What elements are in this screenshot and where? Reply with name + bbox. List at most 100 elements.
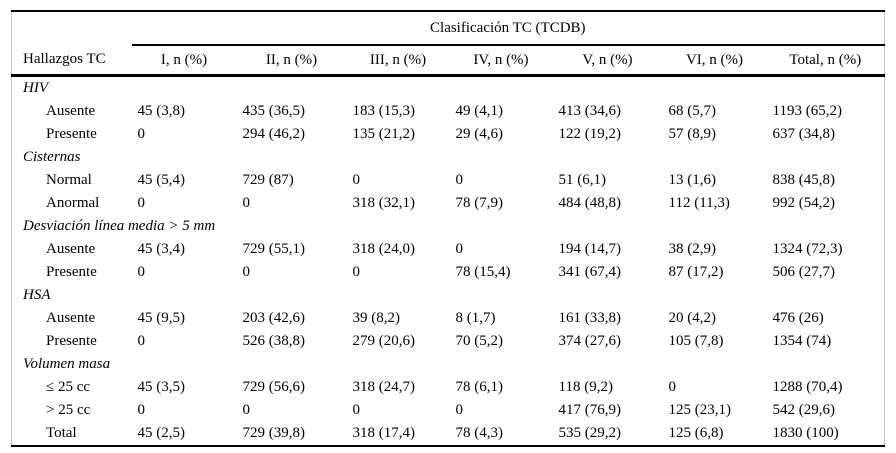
section-label: Cisternas xyxy=(23,149,81,165)
row-label: Ausente xyxy=(46,241,96,257)
table-row: > 25 cc 0 0 0 0 417 (76,9) 125 (23,1) 54… xyxy=(12,399,885,422)
column-header-hallazgos: Hallazgos TC xyxy=(11,45,132,77)
section-label: Volumen masa xyxy=(23,356,111,372)
row-label: Anormal xyxy=(46,195,100,211)
cell: 435 (36,5) xyxy=(242,103,306,119)
cell: 45 (3,4) xyxy=(137,241,186,257)
cell: 105 (7,8) xyxy=(668,333,724,349)
table-row: Anormal 0 0 318 (32,1) 78 (7,9) 484 (48,… xyxy=(12,192,885,215)
section-label: Desviación línea media > 5 mm xyxy=(23,218,216,234)
cell: 417 (76,9) xyxy=(558,402,622,418)
cell: 0 xyxy=(242,402,251,418)
cell: 38 (2,9) xyxy=(668,241,717,257)
cell: 45 (5,4) xyxy=(137,172,186,188)
cell: 992 (54,2) xyxy=(772,195,836,211)
row-label: Presente xyxy=(46,333,97,349)
spanner-corner-cell xyxy=(12,11,132,45)
table-row: Presente 0 0 0 78 (15,4) 341 (67,4) 87 (… xyxy=(12,261,885,284)
cell: 45 (3,8) xyxy=(137,103,186,119)
cell: 0 xyxy=(137,195,146,211)
cell: 122 (19,2) xyxy=(558,126,622,142)
cell: 78 (4,3) xyxy=(455,425,504,441)
section-label: HIV xyxy=(23,80,48,96)
cell: 1288 (70,4) xyxy=(772,379,843,395)
column-header-v: V, n (%) xyxy=(552,45,663,77)
cell: 78 (6,1) xyxy=(455,379,504,395)
cell: 374 (27,6) xyxy=(558,333,622,349)
table-row: Ausente 45 (3,4) 729 (55,1) 318 (24,0) 0… xyxy=(12,238,885,261)
cell: 78 (7,9) xyxy=(455,195,504,211)
table-row: Ausente 45 (3,8) 435 (36,5) 183 (15,3) 4… xyxy=(12,100,885,123)
cell: 294 (46,2) xyxy=(242,126,306,142)
cell: 506 (27,7) xyxy=(772,264,836,280)
section-row-hiv: HIV xyxy=(12,76,885,101)
cell: 118 (9,2) xyxy=(558,379,613,395)
cell: 20 (4,2) xyxy=(668,310,717,326)
cell: 526 (38,8) xyxy=(242,333,306,349)
row-label: Presente xyxy=(46,264,97,280)
row-label: Normal xyxy=(46,172,92,188)
cell: 0 xyxy=(668,379,677,395)
cell: 0 xyxy=(455,172,464,188)
cell: 318 (24,0) xyxy=(352,241,416,257)
cell: 0 xyxy=(137,402,146,418)
cell: 135 (21,2) xyxy=(352,126,416,142)
cell: 112 (11,3) xyxy=(668,195,730,211)
column-header-row: Hallazgos TC I, n (%) II, n (%) III, n (… xyxy=(11,45,885,77)
table-row: Ausente 45 (9,5) 203 (42,6) 39 (8,2) 8 (… xyxy=(12,307,885,330)
section-row-volumen-masa: Volumen masa xyxy=(12,353,885,376)
cell: 0 xyxy=(455,241,464,257)
column-header-vi: VI, n (%) xyxy=(662,45,767,77)
cell: 542 (29,6) xyxy=(772,402,836,418)
cell: 0 xyxy=(242,264,251,280)
cell: 49 (4,1) xyxy=(455,103,504,119)
table-row: Normal 45 (5,4) 729 (87) 0 0 51 (6,1) 13… xyxy=(12,169,885,192)
column-header-i: I, n (%) xyxy=(131,45,237,77)
table-wrapper: Clasificación TC (TCDB) Hallazgos TC I, … xyxy=(11,10,886,447)
cell: 183 (15,3) xyxy=(352,103,416,119)
cell: 0 xyxy=(137,126,146,142)
cell: 78 (15,4) xyxy=(455,264,511,280)
tc-classification-table: Clasificación TC (TCDB) Hallazgos TC I, … xyxy=(11,10,886,447)
cell: 8 (1,7) xyxy=(455,310,496,326)
cell: 203 (42,6) xyxy=(242,310,306,326)
section-row-desviacion: Desviación línea media > 5 mm xyxy=(12,215,885,238)
cell: 45 (3,5) xyxy=(137,379,186,395)
row-label: Total xyxy=(46,425,77,441)
table-row: Presente 0 526 (38,8) 279 (20,6) 70 (5,2… xyxy=(12,330,885,353)
cell: 194 (14,7) xyxy=(558,241,622,257)
cell: 0 xyxy=(242,195,251,211)
cell: 125 (6,8) xyxy=(668,425,724,441)
cell: 68 (5,7) xyxy=(668,103,717,119)
cell: 29 (4,6) xyxy=(455,126,504,142)
section-row-hsa: HSA xyxy=(12,284,885,307)
cell: 161 (33,8) xyxy=(558,310,622,326)
cell: 51 (6,1) xyxy=(558,172,607,188)
cell: 279 (20,6) xyxy=(352,333,416,349)
cell: 1324 (72,3) xyxy=(772,241,843,257)
cell: 57 (8,9) xyxy=(668,126,717,142)
row-label: > 25 cc xyxy=(46,402,91,418)
cell: 0 xyxy=(352,172,361,188)
cell: 39 (8,2) xyxy=(352,310,401,326)
cell: 0 xyxy=(455,402,464,418)
cell: 45 (2,5) xyxy=(137,425,186,441)
table-row-total: Total 45 (2,5) 729 (39,8) 318 (17,4) 78 … xyxy=(12,422,885,446)
cell: 729 (56,6) xyxy=(242,379,306,395)
row-label: Ausente xyxy=(46,103,96,119)
column-header-iii: III, n (%) xyxy=(346,45,450,77)
column-header-iv: IV, n (%) xyxy=(449,45,553,77)
cell: 1193 (65,2) xyxy=(772,103,842,119)
row-label: Presente xyxy=(46,126,97,142)
cell: 729 (39,8) xyxy=(242,425,306,441)
cell: 13 (1,6) xyxy=(668,172,717,188)
cell: 318 (17,4) xyxy=(352,425,416,441)
cell: 484 (48,8) xyxy=(558,195,622,211)
section-row-cisternas: Cisternas xyxy=(12,146,885,169)
cell: 0 xyxy=(352,264,361,280)
cell: 0 xyxy=(137,333,146,349)
spanner-row: Clasificación TC (TCDB) xyxy=(12,11,885,46)
column-header-total: Total, n (%) xyxy=(766,45,885,77)
cell: 1354 (74) xyxy=(772,333,832,349)
